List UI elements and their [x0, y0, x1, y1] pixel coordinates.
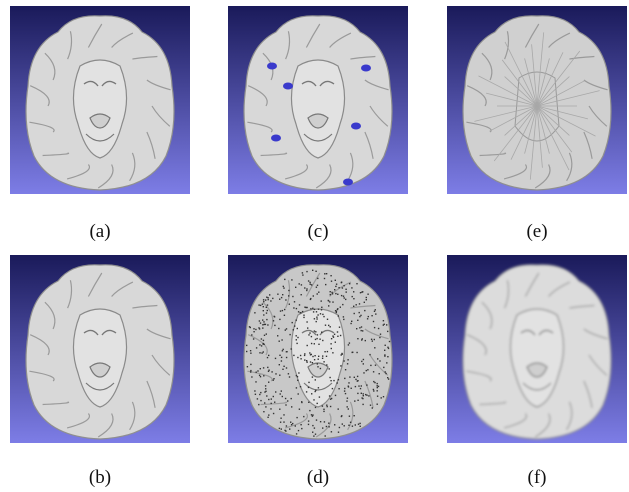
panel-f [447, 255, 627, 443]
caption-d: (d) [306, 467, 330, 488]
caption-c: (c) [307, 221, 329, 242]
panel-e [447, 6, 627, 194]
caption-a: (a) [89, 221, 111, 242]
panel-b [10, 255, 190, 443]
caption-b: (b) [88, 467, 112, 488]
panel-a [10, 6, 190, 194]
panel-c [228, 6, 408, 194]
caption-f: (f) [527, 467, 547, 488]
caption-e: (e) [526, 221, 548, 242]
panel-d [228, 255, 408, 443]
